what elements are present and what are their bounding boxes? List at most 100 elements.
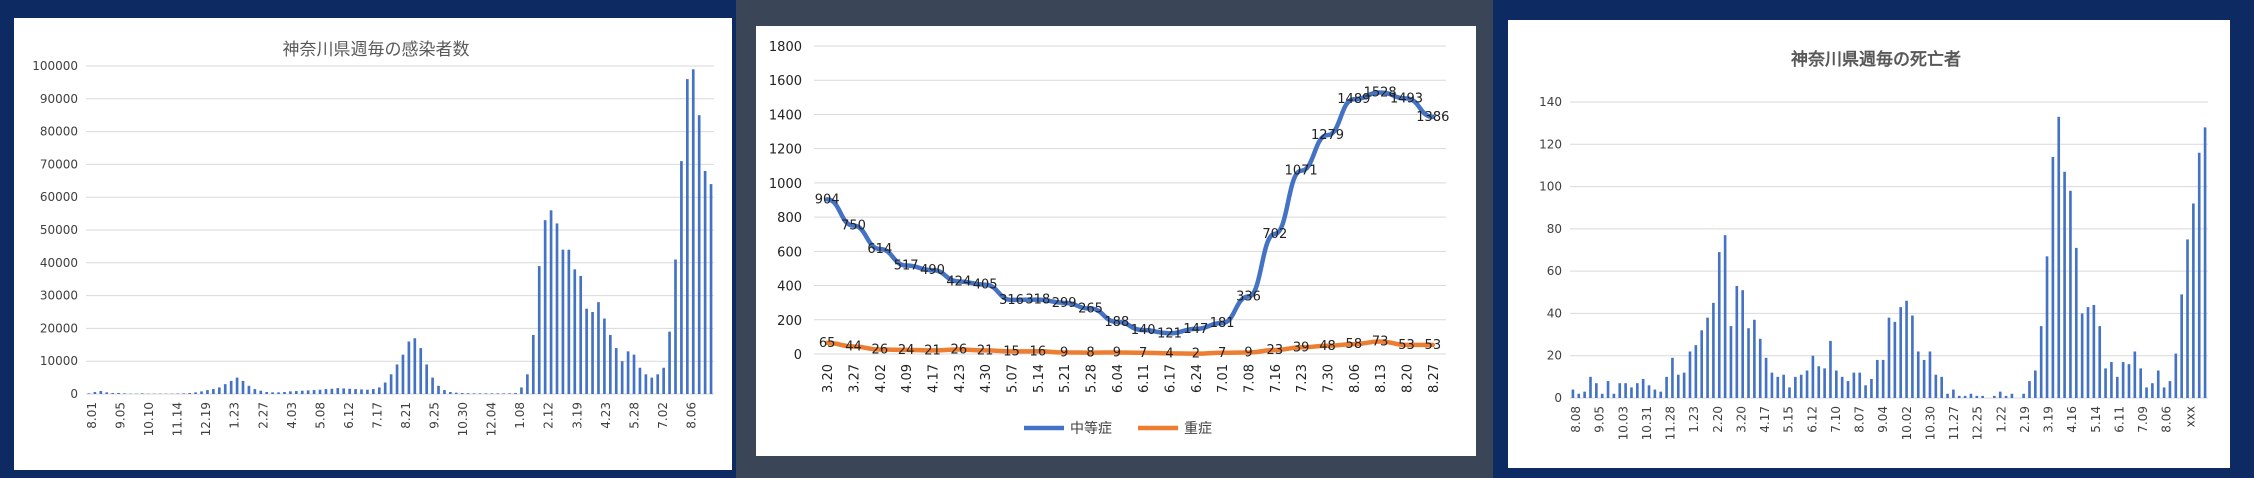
bar [1993, 395, 1996, 398]
x-tick-label: 4.02 [874, 364, 889, 393]
bar [531, 334, 535, 394]
x-tick-label: 5.08 [313, 402, 327, 429]
bar [200, 391, 203, 394]
bar [1905, 300, 1908, 398]
x-tick-label: 1.23 [1687, 406, 1701, 433]
bar [472, 393, 476, 394]
bar [1641, 378, 1645, 398]
bar [508, 393, 511, 394]
data-label: 9 [1060, 345, 1068, 360]
x-tick-label: 7.17 [370, 402, 384, 429]
bar [259, 390, 263, 394]
y-tick-label: 20000 [40, 321, 78, 335]
y-tick-label: 200 [777, 314, 802, 329]
data-label: 121 [1157, 326, 1182, 341]
x-tick-label: 3.27 [848, 364, 863, 393]
bar [608, 334, 612, 394]
data-label: 1279 [1311, 128, 1344, 143]
bar [490, 393, 494, 394]
y-tick-label: 400 [777, 280, 802, 295]
bar [117, 393, 120, 394]
bar [1946, 393, 1949, 398]
y-tick-label: 60000 [40, 190, 78, 204]
bar [591, 312, 594, 394]
bar [401, 354, 405, 394]
data-label: 9 [1244, 345, 1252, 360]
bar [466, 393, 470, 394]
bar [603, 318, 606, 394]
bar [449, 392, 452, 394]
x-tick-label: 1.22 [1994, 406, 2008, 433]
bar [241, 380, 245, 394]
bar [383, 382, 387, 394]
bar [123, 393, 126, 394]
bar [2092, 304, 2096, 398]
x-tick-label: 1.23 [228, 402, 242, 429]
chart-panel-moderate-severe: 0 200 400 600 800 1000 1200 1400 1600 1800 3.20 3.2… [756, 26, 1476, 456]
data-label: 44 [845, 339, 862, 354]
bar [206, 390, 209, 394]
y-tick-label: 140 [1539, 95, 1562, 109]
bar [579, 275, 583, 394]
bar [2098, 326, 2102, 398]
bar [573, 269, 577, 394]
x-tick-label: 8.06 [1348, 364, 1363, 393]
y-tick-label: 90000 [40, 92, 78, 106]
y-tick-label: 80 [1547, 222, 1562, 236]
x-tick-label: 6.11 [1137, 364, 1152, 393]
x-tick-label: 10.30 [456, 402, 470, 436]
bar [638, 367, 642, 394]
bar [1893, 321, 1897, 398]
bar [105, 392, 109, 394]
bar [2022, 393, 2025, 398]
bar [520, 387, 523, 394]
data-label: 1528 [1364, 86, 1397, 101]
bar [2197, 152, 2201, 398]
x-tick-label: 9.04 [1876, 406, 1890, 433]
bar [662, 367, 665, 394]
bar [1624, 383, 1627, 398]
bar [1571, 389, 1575, 398]
data-label: 904 [815, 192, 840, 207]
bar [597, 302, 600, 394]
data-label: 265 [1078, 302, 1103, 317]
bar [2080, 313, 2084, 398]
bar [1963, 395, 1967, 398]
data-label: 517 [894, 259, 919, 274]
bar [318, 389, 322, 394]
x-tick-label: 6.24 [1190, 364, 1205, 393]
x-tick-label: 10.10 [142, 402, 156, 436]
bar [312, 390, 316, 394]
x-tick-label: 7.02 [656, 402, 670, 429]
y-tick-label: 60 [1547, 264, 1562, 278]
bar [1981, 395, 1984, 398]
x-tick-label: 9.25 [428, 402, 442, 429]
bar [277, 392, 280, 394]
bar [703, 170, 707, 394]
y-tick-label: 40 [1547, 306, 1562, 320]
bar [437, 385, 440, 394]
x-tick-label: 6.12 [342, 402, 356, 429]
bar [1875, 359, 1879, 398]
data-label: 181 [1210, 316, 1235, 331]
bar [2121, 362, 2125, 398]
chart-panel-deaths: 神奈川県週毎の死亡者 0 20 40 60 80 100 120 140 8.08 9.05 10.0… [1508, 20, 2230, 468]
bar [1788, 387, 1791, 398]
x-tick-label: 4.23 [953, 364, 968, 393]
bar [1835, 370, 1838, 398]
x-tick-label: 8.20 [1401, 364, 1416, 393]
x-tick-label: 8.13 [1374, 364, 1389, 393]
data-label: 702 [1262, 227, 1287, 242]
bar [1688, 351, 1692, 398]
bar [1852, 372, 1856, 398]
bar [567, 249, 571, 394]
y-tick-label: 10000 [40, 354, 78, 368]
bar [2045, 256, 2049, 398]
bar [1659, 391, 1663, 398]
bar [2063, 171, 2066, 398]
bar [1846, 381, 1850, 398]
bar [2145, 387, 2148, 398]
data-label: 39 [1293, 340, 1310, 355]
x-tick-label: 4.30 [979, 364, 994, 393]
bar [1735, 285, 1739, 398]
